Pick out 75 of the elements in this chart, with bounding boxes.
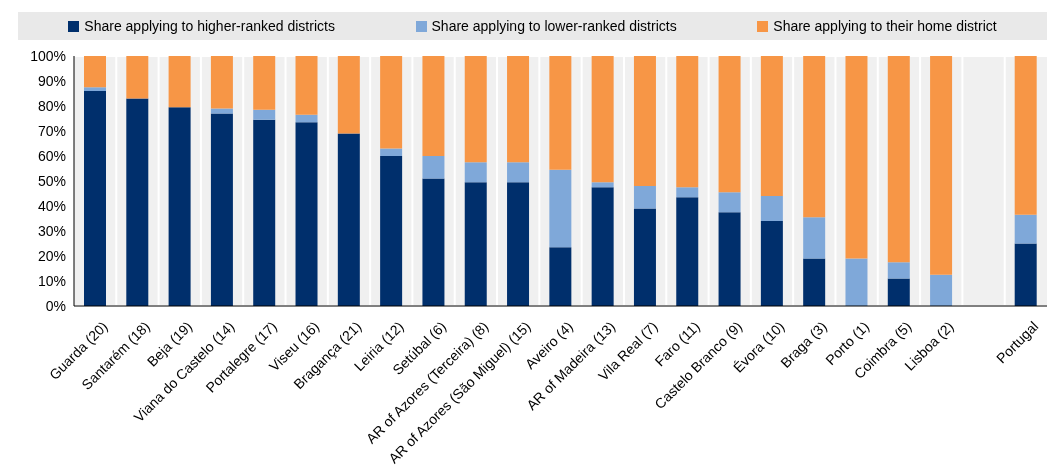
bar (337, 133, 360, 306)
bar (676, 187, 699, 198)
bar (633, 208, 656, 306)
bar (718, 56, 741, 193)
y-tick-label: 40% (37, 197, 66, 214)
bar (591, 187, 614, 306)
bar (253, 109, 276, 120)
bar (549, 247, 572, 306)
bar (803, 217, 826, 259)
bar (464, 162, 487, 183)
bar (507, 56, 530, 163)
bar (930, 274, 953, 306)
bar (549, 56, 572, 170)
y-tick-label: 60% (37, 147, 66, 164)
bar (295, 56, 318, 115)
bar (464, 182, 487, 306)
bar (760, 221, 783, 306)
bar (845, 56, 868, 259)
y-tick-label: 100% (30, 47, 66, 64)
bar (1014, 214, 1037, 244)
bar (760, 196, 783, 221)
bar (633, 186, 656, 209)
bar (210, 56, 233, 109)
bar (760, 56, 783, 196)
y-tick-label: 10% (37, 272, 66, 289)
bar (887, 56, 910, 263)
bar (380, 148, 403, 156)
bar (295, 114, 318, 123)
bar (210, 108, 233, 114)
bar (210, 113, 233, 306)
legend-label: Share applying to lower-ranked districts (430, 18, 677, 34)
bar (549, 169, 572, 248)
bar (84, 91, 106, 306)
y-tick-label: 90% (37, 72, 66, 89)
bar (507, 182, 530, 306)
legend-label: Share applying to higher-ranked districts (83, 18, 335, 34)
bar (633, 56, 656, 186)
bar (168, 56, 191, 108)
bar (84, 56, 106, 88)
bar (718, 192, 741, 213)
bar (253, 56, 276, 110)
bar (803, 258, 826, 306)
bar (887, 278, 910, 306)
bar (676, 197, 699, 306)
y-tick-label: 70% (37, 122, 66, 139)
bar (380, 56, 403, 149)
bar (676, 56, 699, 188)
bar (253, 119, 276, 306)
y-tick-label: 50% (37, 172, 66, 189)
bar (126, 98, 149, 306)
y-tick-label: 30% (37, 222, 66, 239)
y-tick-label: 20% (37, 247, 66, 264)
bar (1014, 56, 1037, 215)
bar (887, 262, 910, 279)
bar (168, 107, 191, 306)
bar (337, 56, 360, 134)
y-tick-label: 0% (45, 297, 66, 314)
bar (591, 182, 614, 188)
bar (126, 56, 149, 99)
bar (930, 56, 953, 275)
bar (507, 162, 530, 183)
bar (380, 156, 403, 306)
bar (422, 56, 445, 156)
bar (803, 56, 826, 218)
bar (1014, 243, 1037, 306)
legend-label: Share applying to their home district (772, 18, 997, 34)
bar (845, 258, 868, 306)
bar (422, 156, 445, 179)
bar (718, 212, 741, 306)
y-tick-label: 80% (37, 97, 66, 114)
bar (295, 122, 318, 306)
bar (464, 56, 487, 163)
bar (84, 87, 106, 91)
bar (422, 178, 445, 306)
bar (591, 56, 614, 183)
